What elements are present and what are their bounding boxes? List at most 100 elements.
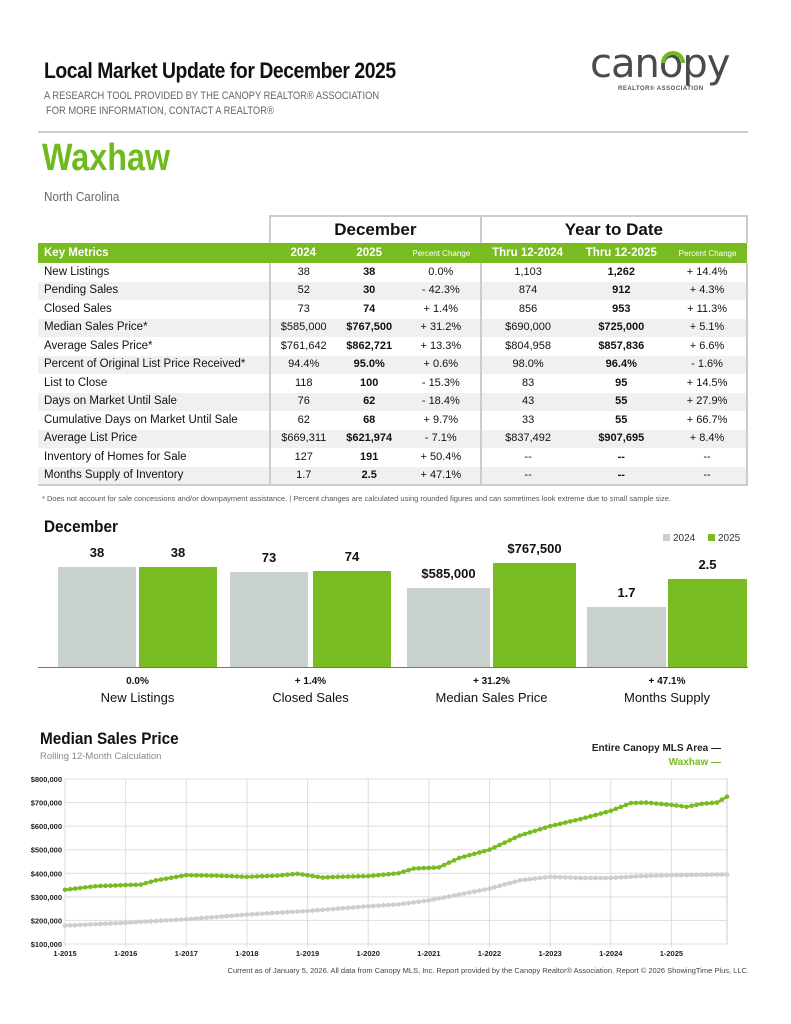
data-point [436,865,442,870]
data-point [163,876,169,881]
data-point [229,873,235,879]
data-point [446,860,452,865]
data-point [466,890,472,895]
x-tick-label: 1-2021 [417,949,440,958]
data-point [72,886,78,891]
data-point [487,886,492,891]
percent-change: + 47.1% [648,676,686,687]
data-point [472,889,477,894]
data-point [138,882,144,887]
metric-value: 95.0% [353,358,385,371]
metric-value: -- [617,450,625,463]
data-point [214,914,219,920]
data-point [557,874,563,880]
x-tick-label: 1-2025 [660,949,683,958]
data-point [381,872,386,877]
data-point [542,875,548,880]
data-point [461,854,467,859]
metric-value: 1,103 [479,263,575,282]
data-point [618,875,624,880]
table-row: Cumulative Days on Market Until Sale 62 68… [38,411,748,430]
metric-value: + 9.7% [423,413,459,426]
data-point [653,801,659,806]
data-point [502,882,507,887]
column-header: Thru 12-2025 [574,243,669,263]
key-metrics-table: December Year to Date Key Metrics 2024 2025… [38,215,749,486]
data-point [482,887,487,892]
metric-value: 76 [269,392,337,411]
data-point [714,800,720,805]
table-row: Days on Market Until Sale 76 62 - 18.4% 43 55… [38,392,748,411]
y-tick-label: $500,000 [31,846,62,855]
metric-value: 2.5 [336,466,402,486]
data-point [315,907,320,913]
data-point [189,872,194,878]
data-point [532,876,538,881]
data-point [113,883,118,888]
data-point [183,916,189,922]
bar-2024 [587,607,666,667]
data-point [370,903,376,909]
data-point [411,866,416,871]
x-tick-label: 1-2015 [53,949,76,958]
data-point [315,874,320,880]
table-row: Months Supply of Inventory 1.7 2.5 + 47.1% -… [38,466,748,486]
x-tick-label: 1-2017 [175,949,198,958]
data-point [466,852,472,858]
median-price-line-chart: $100,000 $200,000 $300,000 $400,000 $500,000… [31,775,730,958]
data-point [527,830,533,835]
data-point [613,806,619,812]
category-label: Median Sales Price [435,690,548,705]
table-row: New Listings 38 38 0.0% 1,103 1,262 + 14.4% [38,263,748,282]
table-row: Pending Sales 52 30 - 42.3% 874 912 + 4.3% [38,281,748,300]
data-point [573,817,578,823]
data-point [598,811,603,816]
table-row: List to Close 118 100 - 15.3% 83 95 + 14.5% [38,374,748,393]
data-point [623,874,629,880]
data-point [406,867,411,873]
data-point [517,878,523,883]
data-point [103,883,108,889]
data-point [512,879,518,885]
table-row: Percent of Original List Price Received*… [38,355,748,374]
data-point [219,914,224,919]
table-row: Closed Sales 73 74 + 1.4% 856 953 + 11.3% [38,300,748,319]
data-point [370,873,376,878]
data-point [562,875,568,880]
data-point [461,891,467,896]
metric-value: 95 [615,376,628,389]
metric-value: + 4.3% [668,281,748,300]
data-point [264,873,270,879]
data-point [219,873,224,879]
percent-change: + 1.4% [294,676,327,687]
data-point [446,894,452,899]
data-point [376,903,381,908]
data-point [199,873,204,878]
legend-swatch-2025 [708,534,715,541]
data-point [113,920,118,926]
data-point [295,871,300,877]
metric-value: 191 [360,450,379,463]
data-point [189,916,194,922]
data-point [714,872,720,877]
data-point [537,826,543,832]
data-point [684,804,689,810]
bar-value-label: $767,500 [507,541,562,556]
data-point [305,872,310,878]
data-point [153,918,159,924]
data-point [522,877,528,883]
data-point [98,883,103,889]
canopy-logo: canopy REALTOR® ASSOCIATION [590,44,750,96]
data-point [274,910,280,916]
metric-value: 33 [479,411,575,430]
metric-value: 96.4% [605,358,637,371]
column-header: Key Metrics [38,243,270,263]
data-point [401,901,406,907]
column-header: Percent Change [401,243,481,263]
metric-label: Pending Sales [44,284,119,297]
logo-word: canopy [590,41,730,87]
data-point [148,879,154,885]
legend-waxhaw: Waxhaw — [668,757,721,768]
metric-value: -- [574,466,669,486]
y-tick-label: $300,000 [31,893,62,902]
